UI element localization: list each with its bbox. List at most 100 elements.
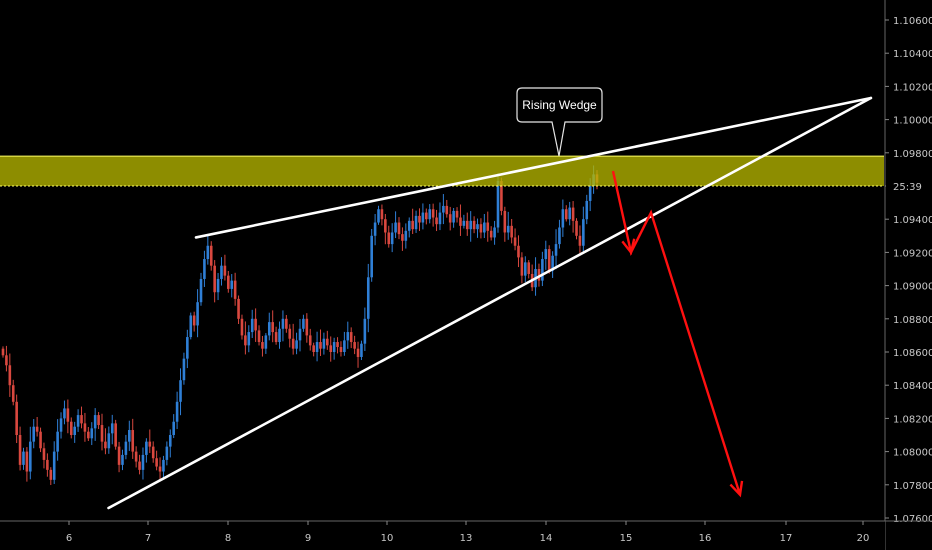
candle-body <box>264 335 268 349</box>
candle-body <box>486 222 490 231</box>
candle-body <box>353 342 356 349</box>
candle-body <box>29 441 32 472</box>
candle-body <box>575 220 578 236</box>
rising-wedge-callout: Rising Wedge <box>516 87 603 157</box>
candle-body <box>261 342 264 349</box>
price-tick-label: 1.09000 <box>893 282 932 293</box>
candle-body <box>547 249 551 271</box>
candle-body <box>582 219 585 246</box>
candle-body <box>213 265 216 293</box>
candle-body <box>158 466 162 472</box>
candle-body <box>100 425 104 442</box>
projection-path <box>611 170 742 496</box>
candle-body <box>442 205 445 213</box>
candle-body <box>489 230 493 238</box>
candle-body <box>244 335 247 346</box>
candle-body <box>131 430 135 452</box>
candle-body <box>578 235 582 246</box>
candle-body <box>42 448 46 460</box>
candle-body <box>329 345 333 352</box>
candle-body <box>172 421 175 435</box>
candle-body <box>524 262 527 276</box>
candle-body <box>186 337 189 359</box>
candle-body <box>459 217 462 226</box>
time-tick-label: 6 <box>66 533 72 544</box>
price-tick-label: 1.09800 <box>893 149 932 160</box>
candle-body <box>513 237 517 246</box>
candle-body <box>390 232 394 245</box>
candle-body <box>216 278 220 293</box>
candle-body <box>462 220 466 226</box>
candle-body <box>148 441 152 447</box>
candle-body <box>380 209 384 220</box>
price-tick-label: 1.08000 <box>893 448 932 459</box>
candle-body <box>421 212 425 223</box>
candle-body <box>510 225 513 238</box>
candle-body <box>363 318 367 344</box>
candle-body <box>445 205 449 215</box>
candle-body <box>322 338 326 349</box>
candle-body <box>431 209 435 218</box>
candle-body <box>182 358 186 381</box>
candle-body <box>250 318 254 333</box>
candle-body <box>295 340 298 349</box>
time-tick-label: 7 <box>145 533 151 544</box>
zone-band <box>0 156 884 186</box>
candle-body <box>326 338 329 346</box>
time-tick-label: 15 <box>620 533 633 544</box>
time-tick-label: 9 <box>305 533 311 544</box>
candle-body <box>93 415 97 429</box>
candle-body <box>428 209 432 220</box>
candle-body <box>237 298 240 319</box>
candle-body <box>274 332 278 343</box>
candle-body <box>465 220 469 230</box>
candle-body <box>435 217 438 225</box>
candle-body <box>469 220 472 230</box>
callout-label: Rising Wedge <box>522 98 597 112</box>
price-tick-label: 1.08400 <box>893 381 932 392</box>
candle-body <box>336 342 339 348</box>
candle-body <box>483 222 486 233</box>
candles <box>1 165 599 486</box>
candle-body <box>25 451 29 472</box>
candle-body <box>349 332 353 343</box>
candle-body <box>564 209 568 220</box>
candle-body <box>138 461 141 470</box>
candle-body <box>206 245 210 260</box>
candle-body <box>332 342 336 352</box>
price-axis[interactable]: 1.106001.104001.102001.100001.098001.096… <box>884 0 932 550</box>
candle-body <box>8 365 12 386</box>
candle-body <box>418 215 421 223</box>
candle-body <box>554 244 558 256</box>
candle-body <box>302 318 305 329</box>
time-tick-label: 13 <box>460 533 473 544</box>
candle-body <box>124 441 128 455</box>
price-tick-label: 1.08600 <box>893 348 932 359</box>
candle-body <box>87 431 90 439</box>
candle-body <box>76 415 80 427</box>
candle-body <box>233 280 237 299</box>
candle-body <box>404 230 408 241</box>
candle-body <box>267 322 271 336</box>
candle-body <box>128 430 131 442</box>
time-tick-label: 8 <box>225 533 231 544</box>
time-tick-label: 16 <box>699 533 712 544</box>
time-axis[interactable]: 6 7 8 9 10 13 14 15 16 17 20 <box>0 520 932 550</box>
candle-body <box>220 265 223 279</box>
candle-body <box>22 451 25 465</box>
candle-body <box>32 426 36 442</box>
candle-body <box>291 338 295 349</box>
candle-body <box>179 380 182 402</box>
candle-body <box>544 249 548 260</box>
candle-body <box>230 280 234 289</box>
candle-body <box>479 224 483 233</box>
candle-body <box>66 408 70 422</box>
wedge-upper-line <box>194 96 873 239</box>
candle-body <box>425 212 428 220</box>
candle-body <box>69 421 73 435</box>
candle-body <box>448 214 452 223</box>
candle-body <box>278 328 281 343</box>
candle-body <box>568 207 571 220</box>
